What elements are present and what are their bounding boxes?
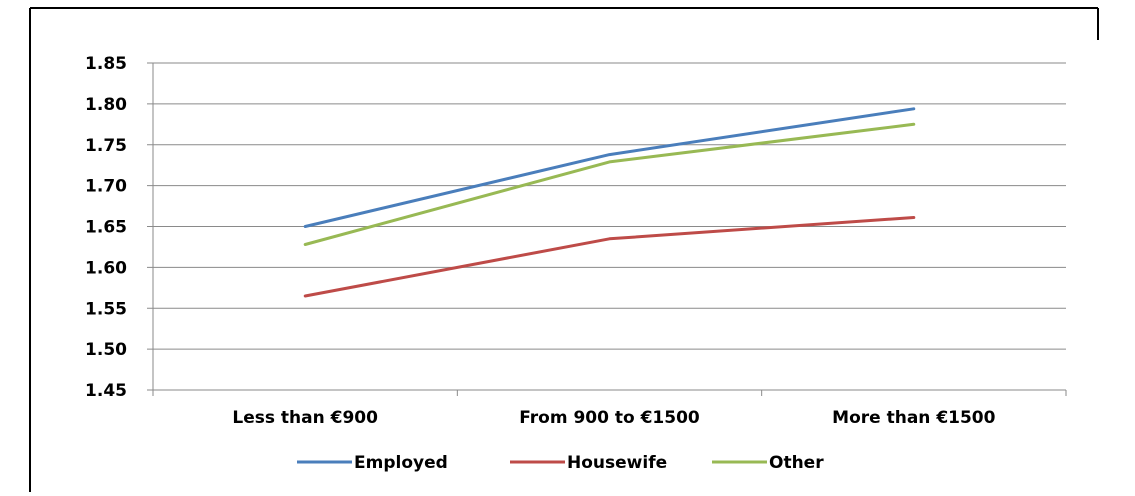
y-tick-label: 1.55: [85, 299, 127, 319]
gridlines: [153, 62, 1066, 391]
x-tick-labels: Less than €900 From 900 to €1500 More than…: [232, 408, 995, 428]
y-tick-label: 1.50: [85, 340, 127, 360]
series-lines: [303, 107, 916, 298]
x-tick-label: More than €1500: [832, 408, 995, 428]
x-tick-label: Less than €900: [232, 408, 378, 428]
legend: Employed Housewife Other: [297, 453, 824, 473]
y-tick-label: 1.65: [85, 218, 127, 238]
y-tick-label: 1.85: [85, 54, 127, 74]
y-tick-label: 1.75: [85, 136, 127, 156]
series-line-housewife: [303, 216, 916, 298]
y-tick-label: 1.70: [85, 177, 127, 197]
axes: [147, 62, 1067, 396]
y-tick-label: 1.60: [85, 258, 127, 278]
y-tick-label: 1.45: [85, 381, 127, 401]
series-line-employed: [303, 107, 916, 228]
y-tick-label: 1.80: [85, 95, 127, 115]
series-line-other: [303, 122, 916, 246]
legend-label-housewife: Housewife: [567, 453, 667, 473]
y-tick-labels: 1.45 1.50 1.55 1.60 1.65 1.70 1.75 1.80 1.85: [85, 54, 127, 401]
x-tick-label: From 900 to €1500: [519, 408, 700, 428]
chart-border: [29, 7, 1099, 492]
legend-label-employed: Employed: [354, 453, 448, 473]
legend-label-other: Other: [769, 453, 824, 473]
